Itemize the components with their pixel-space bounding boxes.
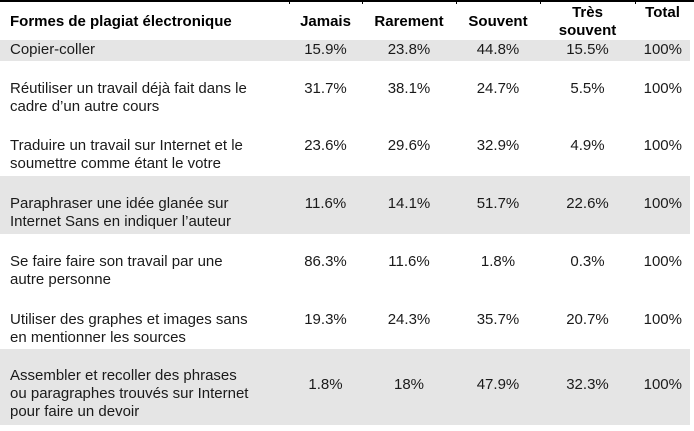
table-row: Réutiliser un travail déjà fait dans le c… — [0, 61, 690, 118]
value-tres-souvent: 4.9% — [570, 137, 605, 154]
table-row: Utiliser des graphes et images sans en me… — [0, 292, 690, 349]
header-rarement: Rarement — [374, 13, 444, 30]
row-label-line: Se faire faire son travail par une — [10, 253, 223, 270]
row-label-line: Utiliser des graphes et images sans — [10, 311, 248, 328]
value-jamais: 86.3% — [304, 253, 347, 270]
row-label-line: autre personne — [10, 271, 111, 288]
value-souvent: 51.7% — [456, 176, 540, 234]
value-rarement: 11.6% — [388, 253, 430, 270]
value-jamais: 23.6% — [304, 137, 347, 154]
row-label-line: pour faire un devoir — [10, 403, 140, 420]
row-label: Réutiliser un travail déjà fait dans le c… — [0, 61, 289, 118]
header-row: Formes de plagiat électronique Jamais Ra… — [0, 2, 690, 40]
value-rarement: 23.8% — [362, 40, 456, 61]
column-tick — [635, 0, 636, 4]
header-tres-line1: Très — [572, 4, 603, 21]
table-row: Assembler et recoller des phrases ou para… — [0, 349, 690, 425]
value-jamais: 11.6% — [289, 176, 362, 234]
value-rarement: 14.1% — [362, 176, 456, 234]
row-label-line: ou paragraphes trouvés sur Internet — [10, 385, 249, 402]
table-body: Copier-coller 15.9% 23.8% 44.8% 15.5% 100% Réu… — [0, 40, 690, 425]
value-tres-souvent: 22.6% — [540, 176, 635, 234]
table-row: Copier-coller 15.9% 23.8% 44.8% 15.5% 100% — [0, 40, 690, 61]
value-total: 100% — [635, 349, 690, 425]
value-total: 100% — [635, 176, 690, 234]
column-tick — [456, 0, 457, 4]
row-label-line: Copier-coller — [10, 41, 96, 58]
table-row: Se faire faire son travail par une autre … — [0, 234, 690, 292]
row-label-line: Réutiliser un travail déjà fait dans le — [10, 80, 247, 97]
row-label: Paraphraser une idée glanée sur Internet … — [0, 176, 289, 234]
row-label: Se faire faire son travail par une autre … — [0, 234, 289, 292]
row-label-line: Paraphraser une idée glanée sur — [10, 195, 229, 212]
value-souvent: 44.8% — [456, 40, 540, 61]
value-tres-souvent: 20.7% — [566, 311, 609, 328]
value-souvent: 35.7% — [476, 311, 520, 328]
value-total: 100% — [643, 137, 682, 154]
row-label: Copier-coller — [0, 40, 289, 61]
header-jamais: Jamais — [300, 13, 351, 30]
value-jamais: 19.3% — [304, 311, 347, 328]
value-souvent: 24.7% — [476, 80, 520, 97]
value-tres-souvent: 32.3% — [540, 349, 635, 425]
value-total: 100% — [635, 40, 690, 61]
value-rarement: 24.3% — [387, 311, 431, 328]
value-total: 100% — [643, 80, 682, 97]
value-total: 100% — [643, 311, 682, 328]
row-label-line: Assembler et recoller des phrases — [10, 367, 237, 384]
column-tick — [362, 0, 363, 4]
value-tres-souvent: 0.3% — [570, 253, 605, 270]
value-souvent: 47.9% — [456, 349, 540, 425]
value-total: 100% — [643, 253, 682, 270]
header-tres-souvent: Très souvent — [540, 2, 635, 40]
header-forms: Formes de plagiat électronique — [10, 13, 232, 30]
value-souvent: 32.9% — [476, 137, 520, 154]
value-tres-souvent: 5.5% — [570, 80, 605, 97]
header-souvent: Souvent — [468, 13, 528, 30]
row-label-line: Internet Sans en indiquer l’auteur — [10, 213, 231, 230]
row-label-line: soumettre comme étant le votre — [10, 155, 221, 172]
column-tick — [540, 0, 541, 4]
plagiarism-table: Formes de plagiat électronique Jamais Ra… — [0, 2, 690, 425]
value-jamais: 15.9% — [289, 40, 362, 61]
value-jamais: 1.8% — [289, 349, 362, 425]
value-tres-souvent: 15.5% — [540, 40, 635, 61]
value-rarement: 18% — [362, 349, 456, 425]
value-souvent: 1.8% — [480, 253, 516, 270]
header-total: Total — [645, 4, 680, 21]
header-tres-line2: souvent — [558, 22, 617, 39]
value-rarement: 38.1% — [387, 80, 431, 97]
row-label: Traduire un travail sur Internet et le so… — [0, 118, 289, 176]
column-tick — [289, 0, 290, 4]
value-jamais: 31.7% — [304, 80, 347, 97]
row-label-line: en mentionner les sources — [10, 329, 186, 346]
row-label: Assembler et recoller des phrases ou para… — [0, 349, 289, 425]
row-label: Utiliser des graphes et images sans en me… — [0, 292, 289, 349]
table-top-rule — [0, 0, 694, 2]
row-label-line: Traduire un travail sur Internet et le — [10, 137, 243, 154]
value-rarement: 29.6% — [387, 137, 431, 154]
table-row: Paraphraser une idée glanée sur Internet … — [0, 176, 690, 234]
table-row: Traduire un travail sur Internet et le so… — [0, 118, 690, 176]
row-label-line: cadre d’un autre cours — [10, 98, 160, 115]
